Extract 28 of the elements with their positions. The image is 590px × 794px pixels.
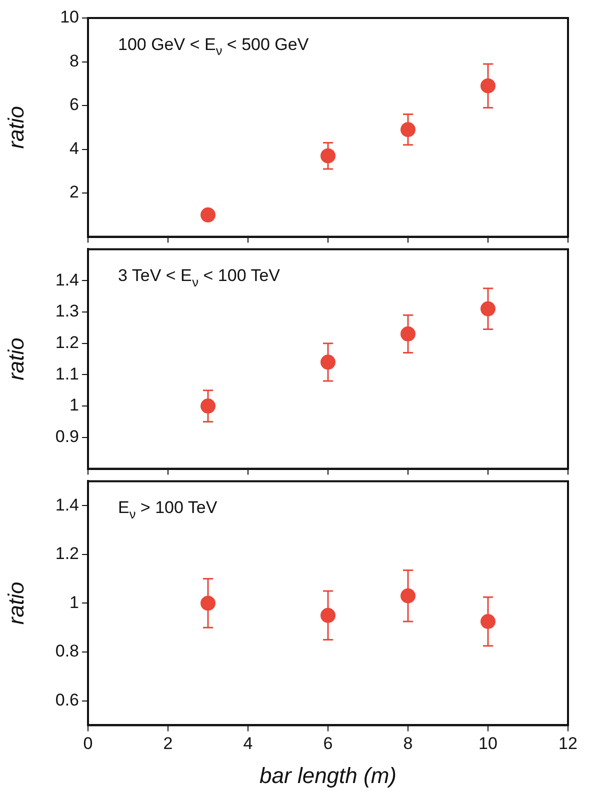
y-tick-label: 0.9 — [55, 427, 79, 446]
x-tick-label: 8 — [403, 734, 413, 754]
y-tick-label: 4 — [70, 138, 79, 158]
x-tick-label: 6 — [323, 734, 333, 754]
y-tick-label: 1.2 — [55, 544, 79, 564]
y-tick-label: 2 — [70, 182, 79, 202]
y-axis-title: ratio — [3, 338, 28, 380]
y-tick-label: 1.4 — [55, 495, 79, 514]
x-tick-label: 10 — [478, 734, 498, 754]
y-tick-label: 8 — [70, 51, 79, 70]
y-tick-label: 1.1 — [55, 364, 79, 384]
y-tick-label: 6 — [70, 95, 79, 114]
y-tick-label: 1 — [70, 396, 79, 415]
y-tick-label: 1.3 — [55, 302, 79, 321]
y-tick-label: 1.4 — [55, 270, 79, 290]
y-tick-label: 10 — [60, 8, 79, 27]
y-tick-label: 0.8 — [55, 642, 79, 661]
y-tick-label: 0.6 — [55, 690, 79, 710]
x-tick-label: 4 — [243, 734, 253, 754]
x-tick-label: 2 — [163, 734, 173, 754]
y-tick-label: 1.2 — [55, 333, 79, 352]
y-axis-title: ratio — [3, 582, 28, 625]
x-tick-label: 0 — [83, 734, 93, 754]
x-tick-label: 12 — [558, 734, 578, 754]
y-tick-label: 1 — [70, 592, 79, 612]
x-axis-title: bar length (m) — [260, 762, 396, 788]
y-axis-title: ratio — [3, 106, 28, 149]
point — [200, 207, 216, 222]
